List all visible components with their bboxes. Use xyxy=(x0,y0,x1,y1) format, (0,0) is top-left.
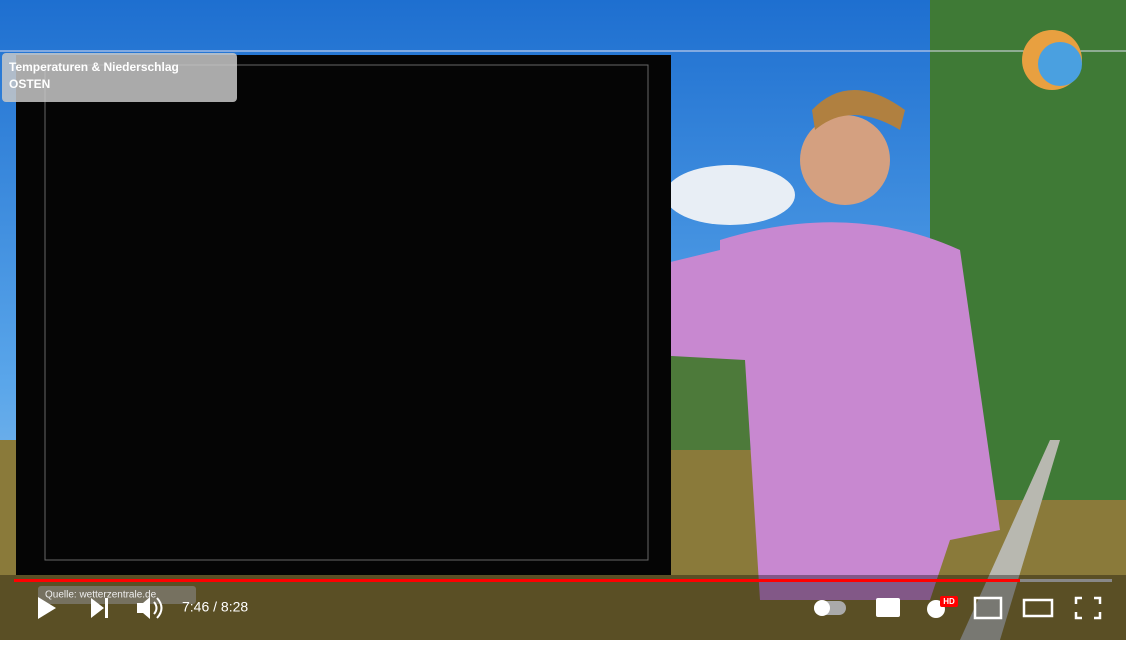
time: 7:46 / 8:28 xyxy=(182,599,248,615)
overlay-title: Temperaturen & Niederschlag xyxy=(9,60,179,74)
subtitles-button[interactable] xyxy=(876,598,900,617)
fullscreen-button[interactable] xyxy=(1074,596,1102,620)
next-bar xyxy=(105,598,108,618)
play-button[interactable] xyxy=(38,597,56,619)
controls-shade xyxy=(0,575,1126,640)
source: Quelle: wetterzentrale.de xyxy=(45,590,157,601)
chart-panel xyxy=(16,55,671,575)
plot-frame xyxy=(44,64,649,561)
presenter-hair xyxy=(812,90,905,130)
title-box xyxy=(2,53,237,102)
autoplay-knob xyxy=(814,600,830,616)
next-button[interactable] xyxy=(91,598,104,618)
theater-button[interactable] xyxy=(1022,598,1054,618)
volume-button[interactable] xyxy=(137,597,150,619)
logo-inner xyxy=(1038,42,1082,86)
presenter-head xyxy=(800,115,890,205)
source-box xyxy=(38,586,196,604)
hd-label: HD xyxy=(943,597,955,606)
overlay-region: OSTEN xyxy=(9,77,50,91)
cloud xyxy=(665,165,795,225)
miniplayer-button[interactable] xyxy=(973,596,1003,620)
progress-played xyxy=(14,579,1020,582)
volume-waves xyxy=(153,597,163,619)
hd-badge xyxy=(940,596,958,607)
path xyxy=(960,440,1060,640)
